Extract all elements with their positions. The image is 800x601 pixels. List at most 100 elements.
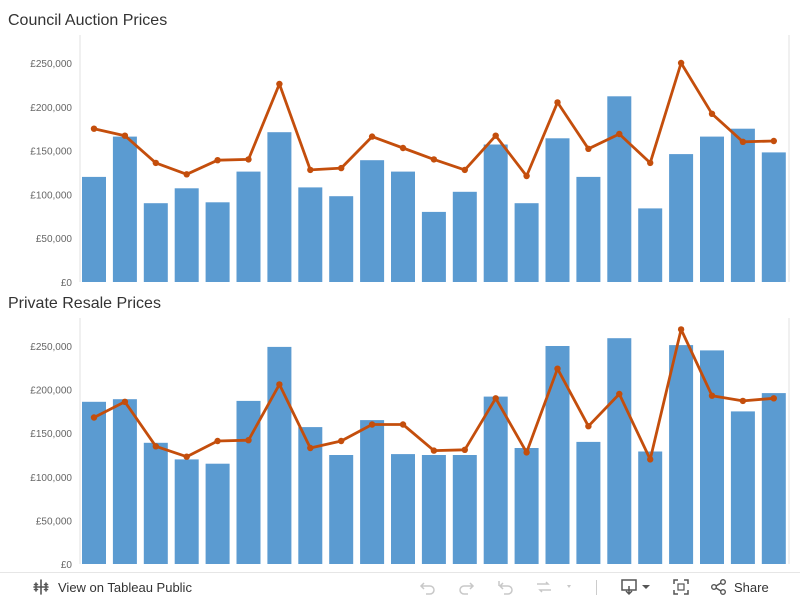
bar[interactable] <box>421 455 446 564</box>
line-point[interactable] <box>368 421 376 428</box>
bar[interactable] <box>82 176 106 282</box>
line-point[interactable] <box>554 99 561 106</box>
bar[interactable] <box>545 346 570 564</box>
line-point[interactable] <box>399 421 407 428</box>
line-point[interactable] <box>430 156 438 163</box>
line-point[interactable] <box>276 80 283 88</box>
line-point[interactable] <box>338 437 345 445</box>
bar[interactable] <box>669 154 694 282</box>
bar[interactable] <box>576 176 601 282</box>
line-point[interactable] <box>708 392 716 399</box>
bar[interactable] <box>452 455 477 564</box>
line-point[interactable] <box>585 423 592 430</box>
line-point[interactable] <box>90 125 98 132</box>
bar[interactable] <box>143 203 168 282</box>
bar[interactable] <box>638 451 663 565</box>
bar[interactable] <box>700 136 724 282</box>
line-point[interactable] <box>708 110 716 118</box>
fullscreen-icon[interactable] <box>672 573 690 601</box>
bar[interactable] <box>421 211 446 282</box>
bar[interactable] <box>174 459 199 564</box>
bar[interactable] <box>483 396 508 564</box>
bar[interactable] <box>82 401 106 564</box>
bar[interactable] <box>761 393 786 564</box>
bar[interactable] <box>730 411 755 564</box>
undo-icon[interactable] <box>418 573 438 601</box>
bar[interactable] <box>174 188 199 282</box>
line-point[interactable] <box>338 164 345 172</box>
line-point[interactable] <box>461 166 468 174</box>
bar[interactable] <box>514 203 539 282</box>
bar[interactable] <box>607 338 632 564</box>
bar[interactable] <box>329 455 354 564</box>
download-icon[interactable] <box>620 573 654 601</box>
line-point[interactable] <box>276 381 283 388</box>
line-point[interactable] <box>554 365 561 372</box>
line-point[interactable] <box>523 172 530 180</box>
bar[interactable] <box>607 96 632 282</box>
line-point[interactable] <box>121 398 129 405</box>
bar[interactable] <box>205 463 230 564</box>
line-point[interactable] <box>523 449 530 456</box>
line-point[interactable] <box>245 437 252 444</box>
line-point[interactable] <box>647 456 654 463</box>
bar[interactable] <box>483 144 508 283</box>
line-point[interactable] <box>461 446 468 453</box>
bar[interactable] <box>112 136 137 282</box>
bar[interactable] <box>452 191 477 282</box>
bar[interactable] <box>391 454 415 564</box>
bar[interactable] <box>545 138 570 282</box>
line-point[interactable] <box>770 395 777 402</box>
bar[interactable] <box>576 441 601 564</box>
bar[interactable] <box>205 202 230 282</box>
line-point[interactable] <box>677 59 685 67</box>
line-point[interactable] <box>492 395 499 402</box>
line-point[interactable] <box>121 132 129 139</box>
line-point[interactable] <box>245 156 252 163</box>
bar[interactable] <box>360 420 385 564</box>
bar[interactable] <box>236 171 261 282</box>
line-point[interactable] <box>368 133 376 140</box>
line-point[interactable] <box>399 144 407 152</box>
bar[interactable] <box>298 187 323 282</box>
line-point[interactable] <box>307 444 314 452</box>
line-point[interactable] <box>183 171 190 178</box>
line-point[interactable] <box>152 443 159 450</box>
y-tick-label: £100,000 <box>30 473 72 484</box>
line-point[interactable] <box>739 138 747 145</box>
bar[interactable] <box>143 442 168 564</box>
revert-icon[interactable] <box>496 573 516 601</box>
line-point[interactable] <box>214 157 221 164</box>
bar[interactable] <box>638 208 663 282</box>
line-point[interactable] <box>492 132 499 139</box>
bar[interactable] <box>267 132 292 282</box>
y-tick-label: £250,000 <box>30 342 72 353</box>
bar[interactable] <box>761 152 786 282</box>
redo-icon[interactable] <box>456 573 476 601</box>
line-point[interactable] <box>214 437 221 445</box>
bar[interactable] <box>700 350 724 564</box>
line-point[interactable] <box>677 326 685 333</box>
view-on-tableau-public-link[interactable]: View on Tableau Public <box>32 573 192 601</box>
bar[interactable] <box>267 346 292 564</box>
line-point[interactable] <box>307 166 314 174</box>
bar[interactable] <box>669 345 694 564</box>
bar[interactable] <box>730 128 755 282</box>
line-point[interactable] <box>430 447 438 454</box>
line-point[interactable] <box>152 159 159 167</box>
line-point[interactable] <box>90 414 98 421</box>
bar[interactable] <box>360 160 385 282</box>
bar[interactable] <box>514 448 539 564</box>
bar[interactable] <box>329 196 354 282</box>
line-point[interactable] <box>770 137 777 145</box>
line-point[interactable] <box>183 453 190 460</box>
line-point[interactable] <box>616 390 623 398</box>
bar[interactable] <box>112 399 137 564</box>
refresh-icon[interactable] <box>534 573 574 601</box>
line-point[interactable] <box>585 145 592 152</box>
share-button[interactable]: Share <box>710 573 769 601</box>
line-point[interactable] <box>616 130 623 138</box>
bar[interactable] <box>391 171 415 282</box>
line-point[interactable] <box>739 397 747 405</box>
line-point[interactable] <box>647 159 654 167</box>
